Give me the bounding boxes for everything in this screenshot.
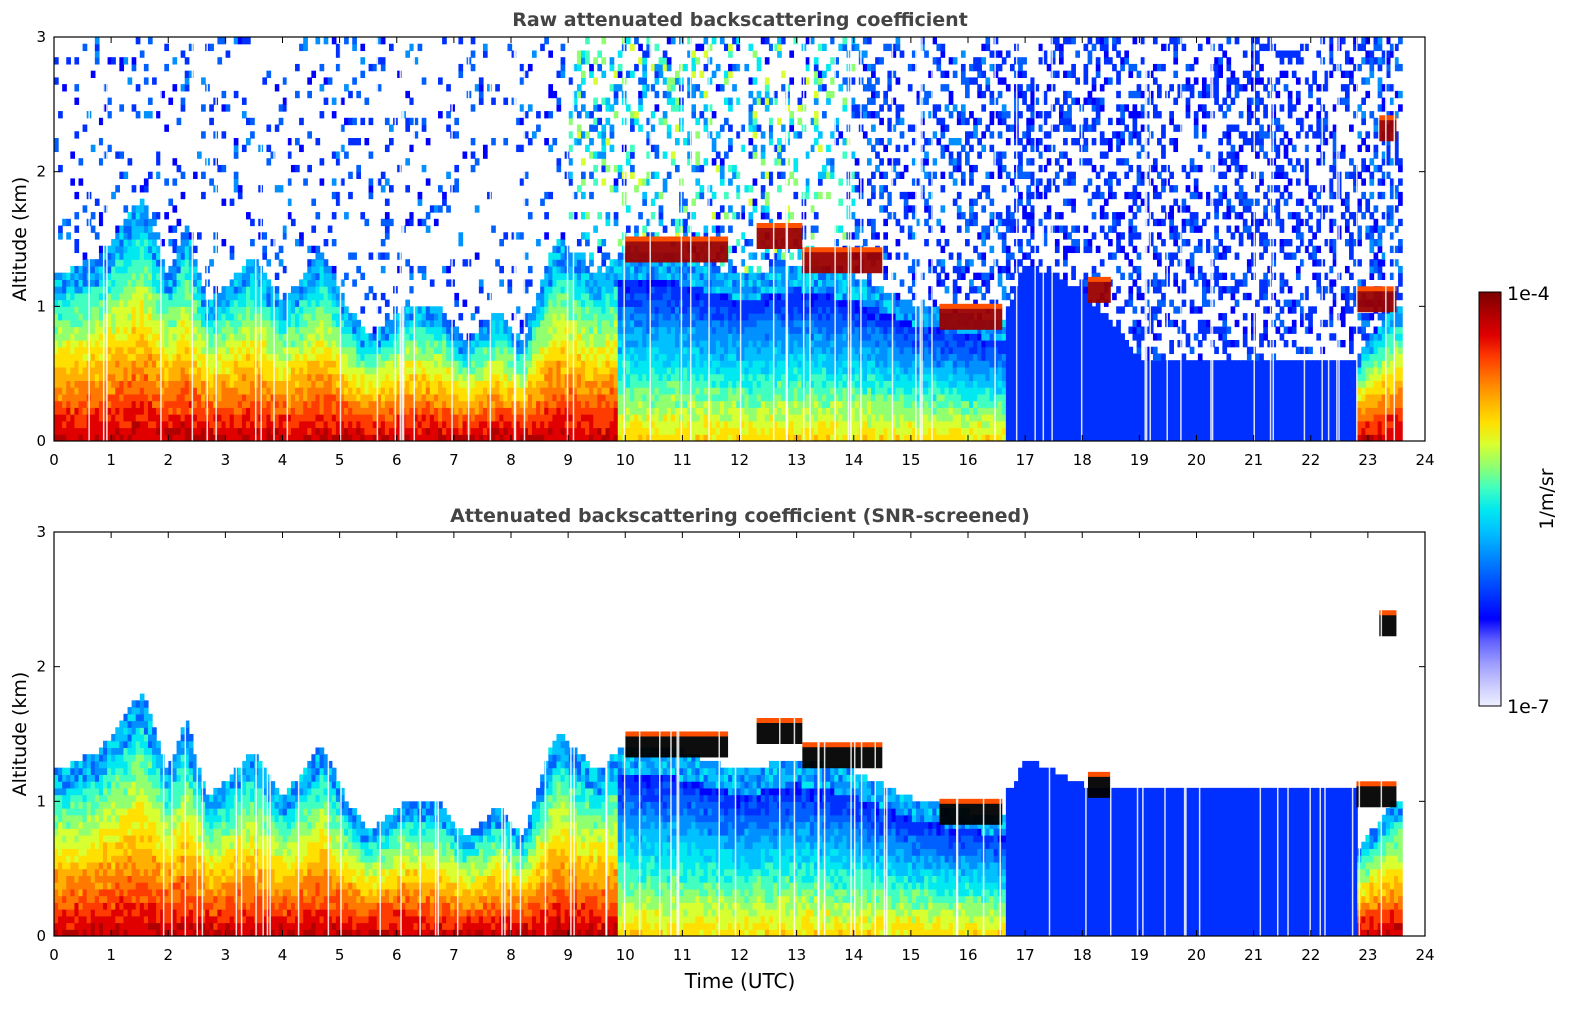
x-tick-label: 16 (958, 946, 977, 964)
x-tick-label: 15 (901, 946, 920, 964)
x-tick-label: 9 (563, 451, 573, 469)
panel-snr: Attenuated backscattering coefficient (S… (9, 505, 1435, 993)
x-tick-label: 3 (221, 451, 231, 469)
x-tick-label: 21 (1244, 451, 1263, 469)
x-tick-label: 19 (1130, 451, 1149, 469)
y-tick-label: 2 (36, 163, 46, 181)
x-tick-label: 23 (1358, 451, 1377, 469)
x-tick-label: 6 (392, 946, 402, 964)
x-tick-label: 4 (278, 946, 288, 964)
x-tick-label: 0 (49, 946, 59, 964)
x-tick-label: 22 (1301, 451, 1320, 469)
x-axis-label: Time (UTC) (684, 969, 796, 993)
x-tick-label: 8 (506, 946, 516, 964)
x-tick-label: 4 (278, 451, 288, 469)
x-tick-label: 16 (958, 451, 977, 469)
x-tick-label: 1 (106, 451, 116, 469)
colorbar-min-label: 1e-7 (1507, 696, 1550, 718)
panel-snr-xticks: 0 1 2 3 4 5 6 7 8 9 10 11 12 13 14 15 16 17 18 19 20 21 22 23 24 (49, 532, 1435, 964)
panel-raw-heatmap (54, 37, 1403, 441)
y-tick-label: 2 (36, 658, 46, 676)
colorbar-unit-label: 1/m/sr (1536, 468, 1558, 529)
x-tick-label: 7 (449, 946, 459, 964)
x-tick-label: 17 (1016, 451, 1035, 469)
x-tick-label: 18 (1073, 946, 1092, 964)
panel-raw: Raw attenuated backscattering coefficien… (9, 9, 1435, 469)
panel-snr-ylabel: Altitude (km) (9, 672, 31, 797)
x-tick-label: 13 (787, 946, 806, 964)
x-tick-label: 5 (335, 946, 345, 964)
panel-raw-yticks: 0 1 2 3 (36, 28, 1425, 450)
x-tick-label: 3 (221, 946, 231, 964)
x-tick-label: 5 (335, 451, 345, 469)
x-tick-label: 24 (1415, 451, 1434, 469)
colorbar-max-label: 1e-4 (1507, 283, 1550, 305)
x-tick-label: 1 (106, 946, 116, 964)
x-tick-label: 18 (1073, 451, 1092, 469)
x-tick-label: 12 (730, 451, 749, 469)
x-tick-label: 12 (730, 946, 749, 964)
x-tick-label: 6 (392, 451, 402, 469)
x-tick-label: 8 (506, 451, 516, 469)
x-tick-label: 11 (673, 946, 692, 964)
panel-raw-title: Raw attenuated backscattering coefficien… (512, 9, 968, 31)
x-tick-label: 10 (616, 451, 635, 469)
x-tick-label: 15 (901, 451, 920, 469)
x-tick-label: 17 (1016, 946, 1035, 964)
x-tick-label: 23 (1358, 946, 1377, 964)
colorbar-gradient (1478, 291, 1502, 707)
y-tick-label: 0 (36, 432, 46, 450)
x-tick-label: 9 (563, 946, 573, 964)
x-tick-label: 14 (844, 451, 863, 469)
x-tick-label: 13 (787, 451, 806, 469)
y-tick-label: 0 (36, 927, 46, 945)
y-tick-label: 1 (36, 297, 46, 315)
colorbar: 1e-4 1e-7 1/m/sr (1478, 283, 1558, 718)
x-tick-label: 24 (1415, 946, 1434, 964)
x-tick-label: 19 (1130, 946, 1149, 964)
y-tick-label: 1 (36, 792, 46, 810)
x-tick-label: 0 (49, 451, 59, 469)
x-tick-label: 7 (449, 451, 459, 469)
x-tick-label: 22 (1301, 946, 1320, 964)
y-tick-label: 3 (36, 28, 46, 46)
panel-snr-title: Attenuated backscattering coefficient (S… (450, 505, 1030, 527)
panel-raw-xticks: 0 1 2 3 4 5 6 7 8 9 10 11 12 13 14 15 16 17 18 19 20 21 22 23 24 (49, 37, 1435, 469)
x-tick-label: 2 (163, 946, 173, 964)
panel-snr-heatmap (54, 532, 1403, 936)
x-tick-label: 20 (1187, 451, 1206, 469)
x-tick-label: 10 (616, 946, 635, 964)
x-tick-label: 20 (1187, 946, 1206, 964)
panel-raw-ylabel: Altitude (km) (9, 177, 31, 302)
x-tick-label: 11 (673, 451, 692, 469)
x-tick-label: 2 (163, 451, 173, 469)
x-tick-label: 21 (1244, 946, 1263, 964)
panel-snr-yticks: 0 1 2 3 (36, 523, 1425, 945)
x-tick-label: 14 (844, 946, 863, 964)
y-tick-label: 3 (36, 523, 46, 541)
